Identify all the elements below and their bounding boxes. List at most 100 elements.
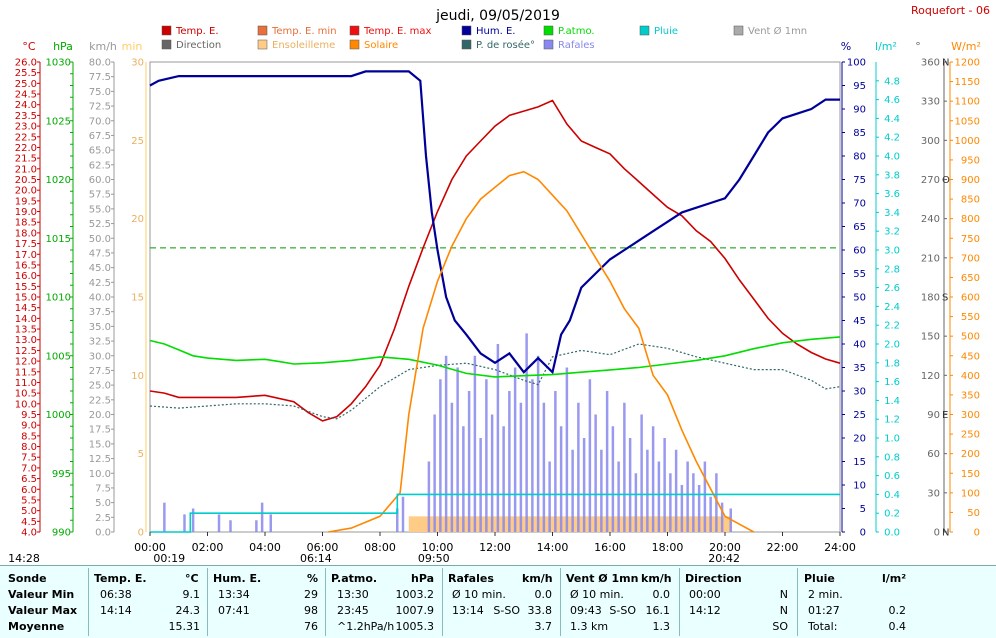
stats-divider (442, 568, 443, 636)
legend-swatch (161, 25, 172, 36)
stats-header-direction: Direction (685, 572, 742, 585)
temp-tick-label: 8.0 (21, 442, 37, 453)
wind-tick-label: 52.5 (89, 219, 111, 230)
dir-tick-label: 120 (921, 371, 940, 382)
legend-label: Temp. E. min (271, 26, 337, 37)
stats-cell-press-t: 23:45 (337, 604, 369, 617)
solar-tick-label: 550 (961, 312, 980, 323)
series-line-hum-e- (149, 70, 840, 375)
stats-cell-vent-v: 0.0 (652, 588, 671, 601)
stats-header-hum: Hum. E. (213, 572, 262, 585)
temp-tick-label: 17.0 (15, 250, 37, 261)
temp-tick-label: 16.0 (15, 271, 37, 282)
stats-cell-press-v: 1003.2 (395, 588, 435, 601)
temp-tick-label: 21.0 (15, 164, 37, 175)
dir-tick-label: 330 (921, 97, 940, 108)
series-line-solaire (328, 170, 755, 533)
time-tick-label: 12:00 (479, 541, 511, 554)
solar-tick-label: 1100 (955, 97, 980, 108)
stats-cell-raf-t: Ø 10 min. (452, 588, 506, 601)
stats-cell-raf-v: 3.7 (534, 620, 553, 633)
wind-tick-label: 20.0 (89, 410, 111, 421)
solar-tick-label: 1200 (955, 58, 980, 69)
stats-divider (325, 568, 326, 636)
solar-tick-label: 450 (961, 351, 980, 362)
press-tick-label: 1010 (46, 293, 71, 304)
dir-tick-label: 180 (921, 293, 940, 304)
temp-tick-label: 16.5 (15, 260, 37, 271)
sun-tick-label: 15 (131, 293, 144, 304)
legend-label: Rafales (558, 40, 595, 51)
wind-tick-label: 50.0 (89, 234, 111, 245)
rain-tick-label: 1.2 (884, 415, 900, 426)
stats-cell-label: Moyenne (8, 620, 65, 633)
stats-header-hum-unit: % (307, 572, 319, 585)
press-tick-label: 990 (52, 528, 71, 539)
stats-cell-dir-t: 00:00 (689, 588, 721, 601)
wind-tick-label: 27.5 (89, 366, 111, 377)
sun-unit-label: min (122, 40, 143, 53)
temp-tick-label: 13.0 (15, 335, 37, 346)
dir-cardinal-label: E (942, 410, 948, 421)
stats-cell-vent-t: 09:43 (570, 604, 602, 617)
wind-tick-label: 65.0 (89, 146, 111, 157)
stats-header-sonde: Sonde (8, 572, 47, 585)
temp-tick-label: 10.5 (15, 389, 37, 400)
temp-tick-label: 14.5 (15, 303, 37, 314)
hum-tick-label: 75 (853, 175, 866, 186)
temp-tick-label: 12.0 (15, 357, 37, 368)
stats-cell-vent-d: S-SO (609, 604, 636, 617)
legend-swatch (543, 39, 554, 50)
wind-tick-label: 45.0 (89, 263, 111, 274)
time-event-label: 14:28 (8, 552, 40, 565)
press-tick-label: 1030 (46, 58, 71, 69)
solar-tick-label: 750 (961, 234, 980, 245)
temp-tick-label: 9.5 (21, 410, 37, 421)
rain-tick-label: 3.6 (884, 189, 900, 200)
dir-tick-label: 30 (927, 488, 940, 499)
press-unit-label: hPa (53, 40, 73, 53)
stats-cell-temp-v: 15.31 (168, 620, 201, 633)
wind-tick-label: 67.5 (89, 131, 111, 142)
hum-tick-label: 60 (853, 246, 866, 257)
hum-tick-label: 90 (853, 105, 866, 116)
stats-cell-label: Valeur Min (8, 588, 75, 601)
time-event-label: 06:14 (300, 552, 332, 565)
rain-unit-label: l/m² (875, 40, 897, 53)
stats-divider (679, 568, 680, 636)
wind-tick-label: 12.5 (89, 454, 111, 465)
legend-swatch (461, 25, 472, 36)
wind-tick-label: 22.5 (89, 395, 111, 406)
axes: 4.04.55.05.56.06.57.07.58.08.59.09.510.0… (15, 40, 981, 539)
series-line-pluie (150, 493, 840, 533)
solar-tick-label: 800 (961, 214, 980, 225)
rain-tick-label: 4.4 (884, 114, 900, 125)
stats-cell-vent-v: 1.3 (652, 620, 671, 633)
legend-label: Vent Ø 1mn (748, 25, 807, 37)
temp-tick-label: 9.0 (21, 421, 37, 432)
temp-tick-label: 7.0 (21, 463, 37, 474)
wind-tick-label: 42.5 (89, 278, 111, 289)
rain-tick-label: 1.4 (884, 396, 900, 407)
legend-swatch (161, 39, 172, 50)
stats-cell-dir-t: 14:12 (689, 604, 721, 617)
temp-tick-label: 11.5 (15, 367, 37, 378)
stats-cell-pluie-v: 0.4 (888, 620, 907, 633)
dir-tick-label: 360 (921, 58, 940, 69)
wind-tick-label: 57.5 (89, 190, 111, 201)
solar-tick-label: 950 (961, 155, 980, 166)
stats-cell-temp-t: 06:38 (100, 588, 132, 601)
time-tick-label: 18:00 (652, 541, 684, 554)
time-event-label: 09:50 (418, 552, 450, 565)
stats-cell-temp-v: 24.3 (175, 604, 201, 617)
stats-cell-raf-v: 0.0 (534, 588, 553, 601)
temp-tick-label: 13.5 (15, 325, 37, 336)
hum-tick-label: 15 (853, 457, 866, 468)
temp-tick-label: 10.0 (15, 399, 37, 410)
solar-tick-label: 250 (961, 430, 980, 441)
legend-swatch (543, 25, 554, 36)
wind-tick-label: 30.0 (89, 351, 111, 362)
series-line-temp-e- (149, 99, 841, 422)
series-line-p-de-ros-e- (149, 343, 841, 420)
wind-unit-label: km/h (89, 40, 117, 53)
